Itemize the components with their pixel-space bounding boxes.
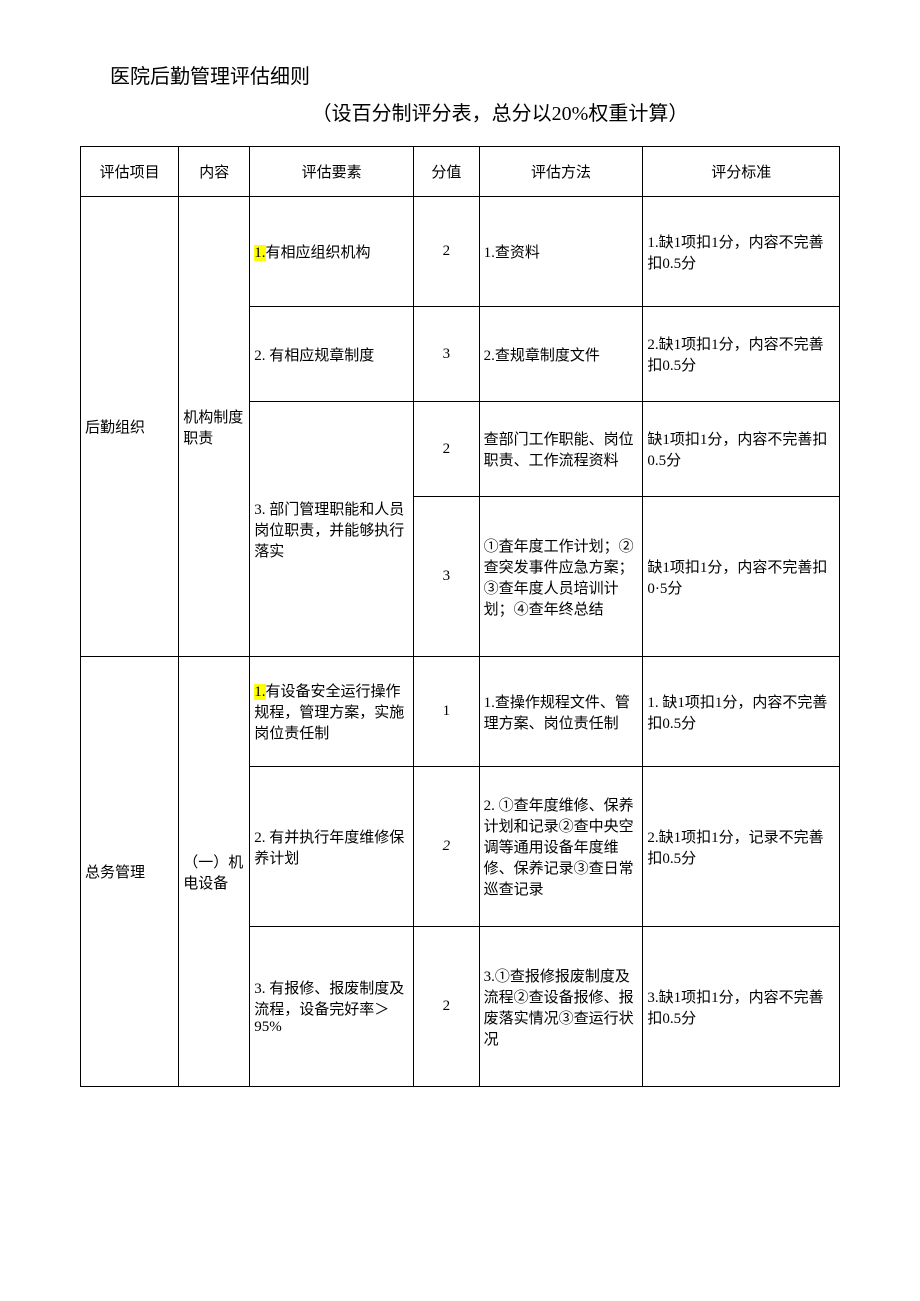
cell-method: 1.查操作规程文件、管理方案、岗位责任制: [479, 657, 643, 767]
cell-element: 2. 有相应规章制度: [250, 307, 414, 402]
cell-standard: 3.缺1项扣1分，内容不完善扣0.5分: [643, 927, 840, 1087]
document-title: 医院后勤管理评估细则: [110, 60, 840, 89]
header-method: 评估方法: [479, 147, 643, 197]
cell-score: 3: [414, 307, 480, 402]
cell-standard: 缺1项扣1分，内容不完善扣0.5分: [643, 402, 840, 497]
document-subtitle: （设百分制评分表，总分以20%权重计算）: [160, 97, 840, 126]
cell-content: 机构制度职责: [179, 197, 250, 657]
cell-element: 1.有相应组织机构: [250, 197, 414, 307]
cell-score: 2: [414, 927, 480, 1087]
cell-score: 2: [414, 767, 480, 927]
cell-standard: 2.缺1项扣1分，记录不完善扣0.5分: [643, 767, 840, 927]
cell-element: 3. 有报修、报废制度及流程，设备完好率＞95%: [250, 927, 414, 1087]
header-project: 评估项目: [81, 147, 179, 197]
cell-element: 2. 有并执行年度维修保养计划: [250, 767, 414, 927]
element-text: 有相应组织机构: [266, 245, 371, 261]
cell-project: 后勤组织: [81, 197, 179, 657]
cell-method: 2. ①查年度维修、保养计划和记录②查中央空调等通用设备年度维修、保养记录③查日…: [479, 767, 643, 927]
evaluation-table: 评估项目 内容 评估要素 分值 评估方法 评分标准 后勤组织 机构制度职责 1.…: [80, 146, 840, 1087]
header-content: 内容: [179, 147, 250, 197]
cell-standard: 2.缺1项扣1分，内容不完善扣0.5分: [643, 307, 840, 402]
cell-element: 3. 部门管理职能和人员岗位职责，并能够执行落实: [250, 402, 414, 657]
table-row: 总务管理 （一）机电设备 1.有设备安全运行操作规程，管理方案，实施岗位责任制 …: [81, 657, 840, 767]
highlight-prefix: 1.: [254, 684, 265, 700]
cell-standard: 缺1项扣1分，内容不完善扣0·5分: [643, 497, 840, 657]
table-row: 后勤组织 机构制度职责 1.有相应组织机构 2 1.查资料 1.缺1项扣1分，内…: [81, 197, 840, 307]
table-header-row: 评估项目 内容 评估要素 分值 评估方法 评分标准: [81, 147, 840, 197]
cell-score: 1: [414, 657, 480, 767]
header-score: 分值: [414, 147, 480, 197]
element-text: 有设备安全运行操作规程，管理方案，实施岗位责任制: [254, 684, 404, 742]
header-element: 评估要素: [250, 147, 414, 197]
cell-score: 2: [414, 197, 480, 307]
cell-method: 2.查规章制度文件: [479, 307, 643, 402]
cell-score: 3: [414, 497, 480, 657]
header-standard: 评分标准: [643, 147, 840, 197]
cell-content: （一）机电设备: [179, 657, 250, 1087]
cell-method: 1.查资料: [479, 197, 643, 307]
cell-method: 查部门工作职能、岗位职责、工作流程资料: [479, 402, 643, 497]
cell-score: 2: [414, 402, 480, 497]
highlight-prefix: 1.: [254, 245, 265, 261]
cell-method: 3.①查报修报废制度及流程②查设备报修、报废落实情况③查运行状况: [479, 927, 643, 1087]
cell-element: 1.有设备安全运行操作规程，管理方案，实施岗位责任制: [250, 657, 414, 767]
cell-method: ①査年度工作计划；②查突发事件应急方案；③查年度人员培训计划；④查年终总结: [479, 497, 643, 657]
cell-standard: 1.缺1项扣1分，内容不完善扣0.5分: [643, 197, 840, 307]
cell-project: 总务管理: [81, 657, 179, 1087]
cell-standard: 1. 缺1项扣1分，内容不完善扣0.5分: [643, 657, 840, 767]
